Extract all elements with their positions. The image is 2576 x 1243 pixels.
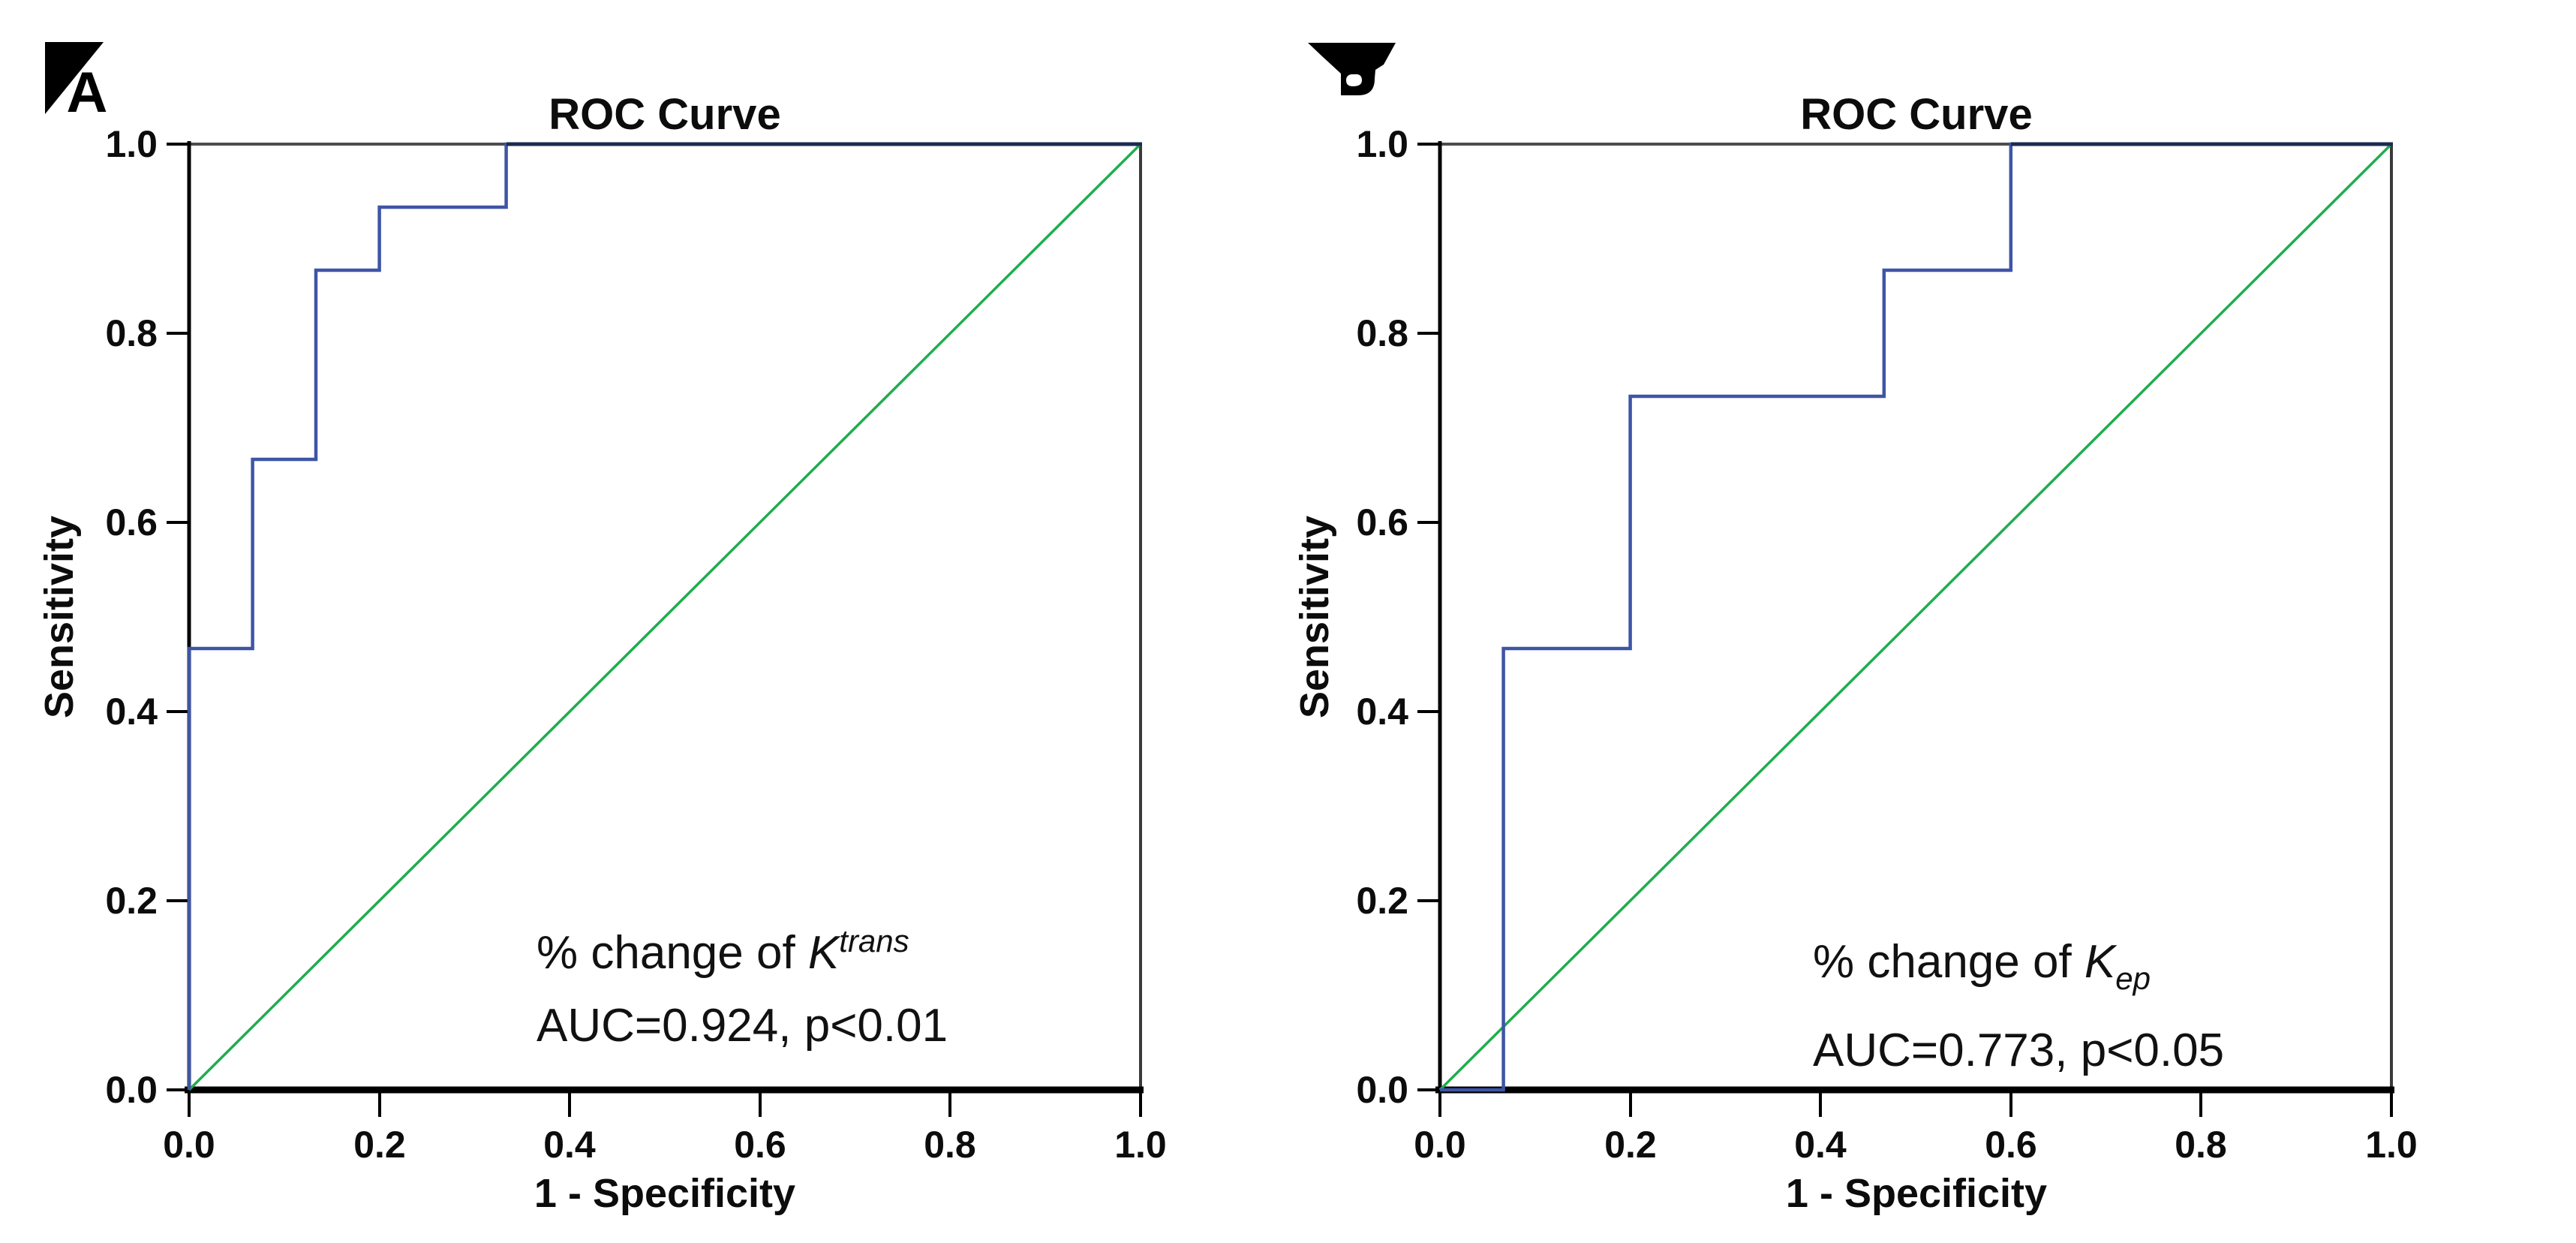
panel-b-figure: 0.0 0.2 0.4 0.6 0.8 1.0 1.0 0.8 0.6 0.4 … <box>1292 43 2418 1216</box>
x-tick-label: 0.6 <box>1985 1124 2037 1166</box>
x-tick-label: 0.6 <box>734 1124 786 1166</box>
x-tick-label: 0.8 <box>924 1124 976 1166</box>
panel-a-label-letter: A <box>67 61 108 125</box>
y-tick-label: 1.0 <box>105 123 158 165</box>
x-tick-label: 1.0 <box>1114 1124 1167 1166</box>
x-tick-label: 0.0 <box>1414 1124 1466 1166</box>
y-tick-label: 0.0 <box>1356 1069 1408 1111</box>
reference-line <box>188 143 1142 1091</box>
panel-a-label: A <box>45 42 107 125</box>
annotation-superscript: trans <box>839 923 909 959</box>
y-tick-label: 0.2 <box>105 880 158 922</box>
x-tick-label: 1.0 <box>2365 1124 2418 1166</box>
annotation-series: % change of Kep <box>1813 936 2151 996</box>
annotation-prefix: % change of <box>537 927 808 979</box>
y-tick-label: 0.2 <box>1356 880 1408 922</box>
panel-b-label <box>1308 43 1396 95</box>
y-tick-label: 0.8 <box>1356 312 1408 354</box>
panel-a-figure: A 0.0 0.2 0.4 0.6 0.8 1.0 1.0 0.8 0.6 0.… <box>37 42 1167 1216</box>
x-axis-title: 1 - Specificity <box>1786 1171 2047 1216</box>
annotation-prefix: % change of <box>1813 936 2085 988</box>
roc-curve <box>187 142 1141 1090</box>
y-tick-label: 0.4 <box>105 691 158 733</box>
annotation-symbol: K <box>808 927 841 979</box>
y-tick-label: 1.0 <box>1356 123 1408 165</box>
annotation-auc: AUC=0.924, p<0.01 <box>537 1000 948 1052</box>
x-tick-label: 0.4 <box>543 1124 596 1166</box>
y-axis-title: Sensitivity <box>37 516 82 718</box>
annotation-auc: AUC=0.773, p<0.05 <box>1813 1025 2224 1076</box>
reference-line <box>1438 143 2393 1091</box>
roc-curve <box>1440 142 2391 1092</box>
x-tick-label: 0.4 <box>1794 1124 1847 1166</box>
chart-title: ROC Curve <box>549 90 780 139</box>
annotation-series: % change of Ktrans <box>537 923 909 979</box>
y-tick-label: 0.4 <box>1356 691 1408 733</box>
y-tick-label: 0.0 <box>105 1069 158 1111</box>
x-tick-label: 0.8 <box>2175 1124 2227 1166</box>
x-tick-label: 0.0 <box>163 1124 215 1166</box>
y-axis-title: Sensitivity <box>1292 516 1337 718</box>
chart-title: ROC Curve <box>1800 90 2032 139</box>
y-tick-label: 0.6 <box>105 501 158 543</box>
x-tick-label: 0.2 <box>1604 1124 1657 1166</box>
x-tick-label: 0.2 <box>353 1124 406 1166</box>
y-tick-label: 0.8 <box>105 312 158 354</box>
panel-a-label-blob <box>45 42 104 114</box>
annotation-subscript: ep <box>2115 961 2151 996</box>
annotation-symbol: K <box>2085 936 2118 988</box>
y-tick-label: 0.6 <box>1356 501 1408 543</box>
x-axis-title: 1 - Specificity <box>534 1171 795 1216</box>
